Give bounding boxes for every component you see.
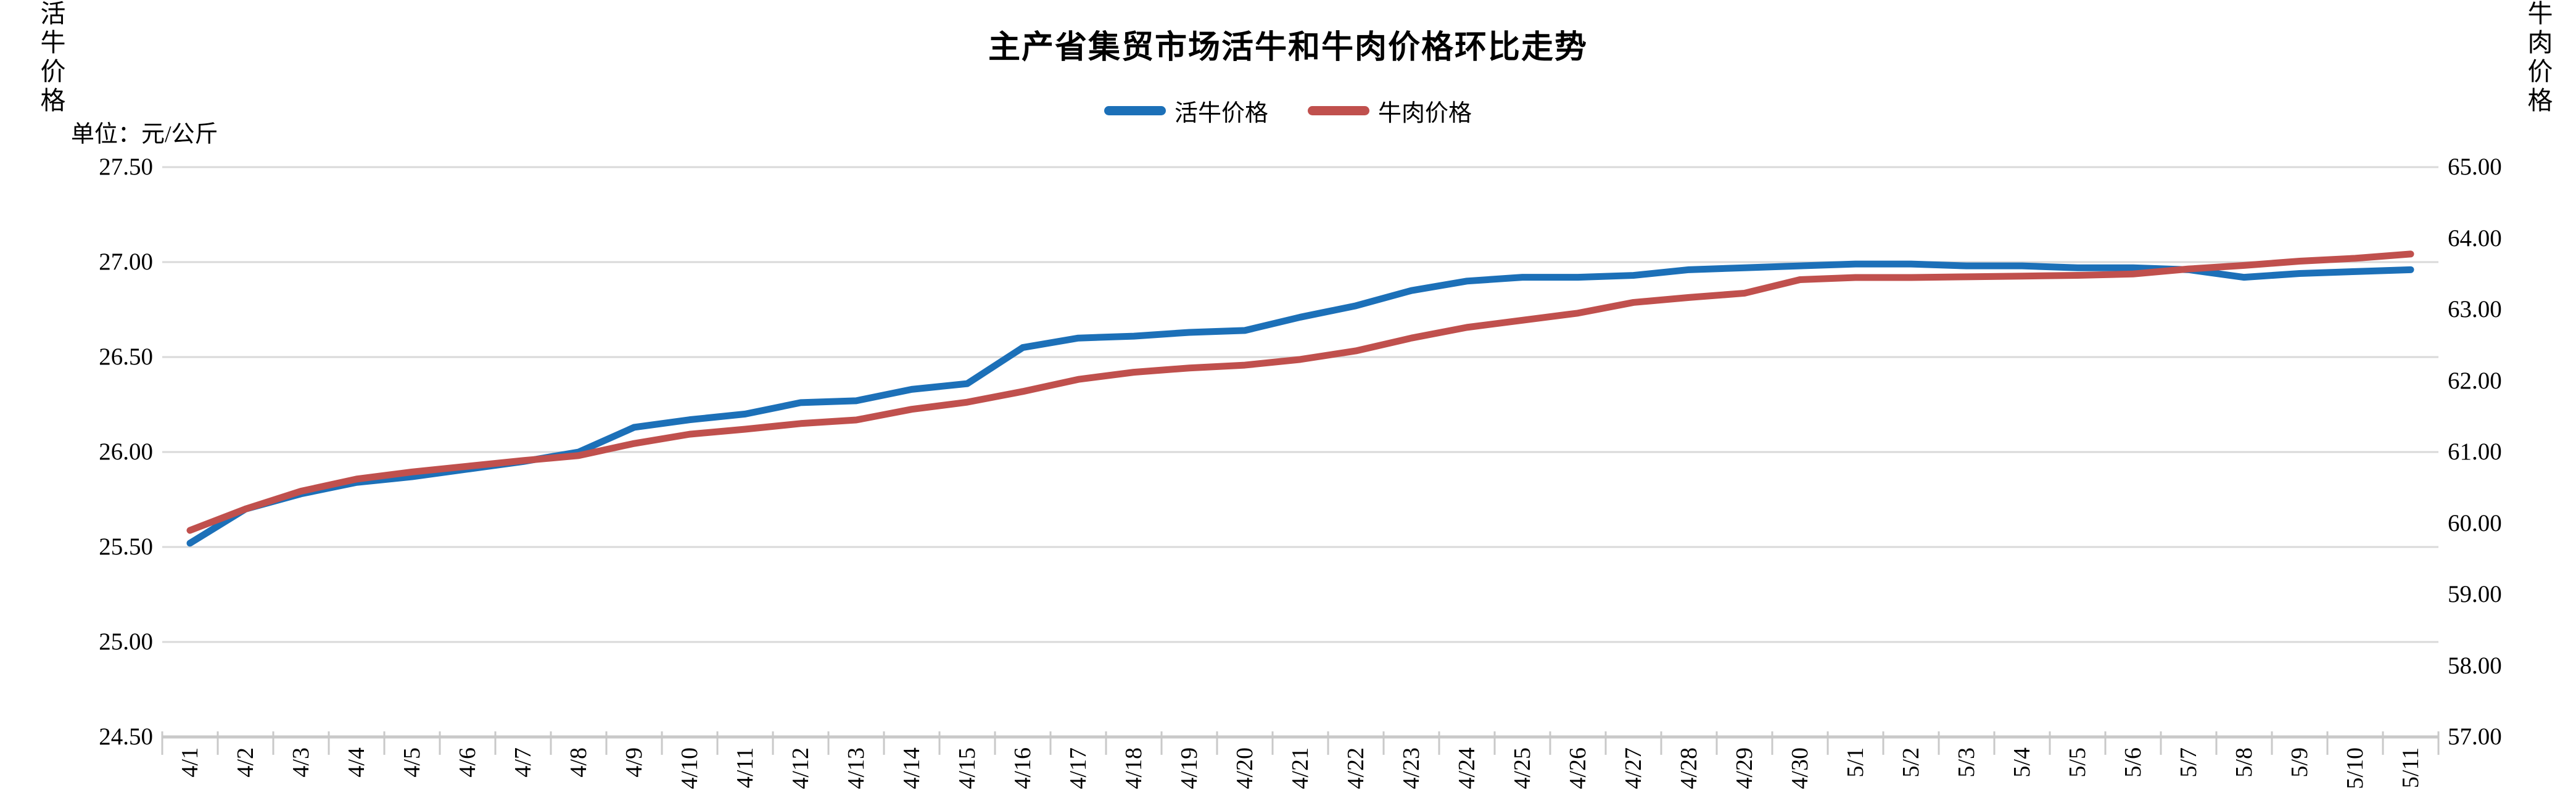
x-axis-tick-label: 4/21 [1287,747,1313,789]
unit-label: 单位：元/公斤 [71,121,218,147]
y-axis-right-tick-label: 57.00 [2448,723,2502,750]
y-axis-left-tick-label: 27.50 [99,154,153,180]
y-axis-right-tick-label: 58.00 [2448,652,2502,679]
y-axis-left-tick-label: 25.50 [99,533,153,560]
legend-label-beef: 牛肉价格 [1378,101,1472,126]
x-axis-tick-label: 4/30 [1787,747,1813,789]
y-axis-left-tick-label: 25.00 [99,628,153,655]
y-axis-right-tick-label: 61.00 [2448,438,2502,465]
x-axis-tick-label: 4/29 [1732,747,1757,789]
chart-title: 主产省集贸市场活牛和牛肉价格环比走势 [988,30,1588,65]
y-axis-right-tick-label: 62.00 [2448,367,2502,394]
y-axis-right-tick-label: 63.00 [2448,296,2502,323]
x-axis-tick-label: 4/5 [399,747,425,778]
x-axis-tick-label: 5/9 [2287,747,2313,778]
x-axis-tick-label: 4/8 [566,747,592,778]
x-axis-tick-label: 5/7 [2176,747,2202,778]
y-axis-left-tick-label: 26.50 [99,343,153,370]
series-line-live-cattle [186,260,2414,547]
x-axis-tick-label: 4/17 [1065,747,1091,789]
x-axis-tick-label: 4/22 [1343,747,1369,789]
y-axis-left-tick-label: 27.00 [99,249,153,275]
x-axis-tick-label: 5/1 [1843,747,1868,778]
y-axis-right-tick-label: 64.00 [2448,224,2502,252]
y-axis-left-tick-label: 24.50 [99,723,153,750]
legend-item-live-cattle: 活牛价格 [1104,94,1268,128]
x-axis-tick-label: 4/4 [344,747,369,778]
x-axis-tick-label: 4/24 [1454,747,1480,789]
x-axis-tick-label: 4/9 [621,747,647,778]
x-axis-tick-label: 5/5 [2065,747,2091,778]
x-axis-tick-label: 4/18 [1121,747,1147,789]
x-axis-tick-label: 4/14 [899,747,925,789]
x-axis-tick-label: 5/4 [2009,747,2035,778]
live-cattle-legend-swatch-icon [1104,106,1166,115]
x-axis-tick-label: 5/2 [1898,747,1924,778]
x-axis-tick-label: 5/11 [2398,747,2424,789]
x-axis-tick-label: 4/10 [677,747,703,789]
y-axis-title-right: 牛肉价格 [2524,0,2552,116]
x-axis-tick-label: 5/3 [1954,747,1979,778]
x-axis-tick-label: 4/13 [843,747,869,789]
y-axis-right-tick-label: 65.00 [2448,154,2502,180]
y-axis-left-tick-label: 26.00 [99,438,153,465]
y-axis-right-tick-label: 59.00 [2448,581,2502,607]
y-axis-right-tick-label: 60.00 [2448,509,2502,537]
x-axis-tick-label: 5/8 [2231,747,2257,778]
x-axis-tick-label: 4/2 [233,747,258,778]
x-axis-tick-label: 4/19 [1176,747,1202,789]
series-line-beef [186,250,2414,534]
x-axis-tick-label: 4/6 [455,747,481,778]
x-axis-tick-label: 4/15 [954,747,980,789]
legend-item-beef: 牛肉价格 [1308,94,1472,128]
x-axis-tick-label: 4/26 [1565,747,1591,789]
x-axis-tick-label: 4/27 [1620,747,1646,789]
x-axis-tick-label: 4/20 [1232,747,1258,789]
x-axis-tick-label: 4/12 [788,747,814,789]
y-axis-title-left: 活牛价格 [36,0,65,116]
x-axis-tick-label: 4/25 [1509,747,1535,789]
x-axis-tick-label: 4/7 [510,747,536,778]
x-axis-tick-label: 4/16 [1010,747,1036,789]
x-axis-tick-label: 4/23 [1398,747,1424,789]
x-axis-tick-label: 4/28 [1676,747,1702,789]
x-axis-tick-label: 4/11 [732,747,758,789]
beef-legend-swatch-icon [1308,106,1369,115]
x-axis-tick-label: 5/6 [2120,747,2146,778]
x-axis-tick-label: 4/1 [177,747,203,778]
legend-label-live-cattle: 活牛价格 [1174,101,1268,126]
x-axis-tick-label: 4/3 [288,747,314,778]
legend: 活牛价格 牛肉价格 [0,94,2576,128]
x-axis-tick-label: 5/10 [2342,747,2368,789]
